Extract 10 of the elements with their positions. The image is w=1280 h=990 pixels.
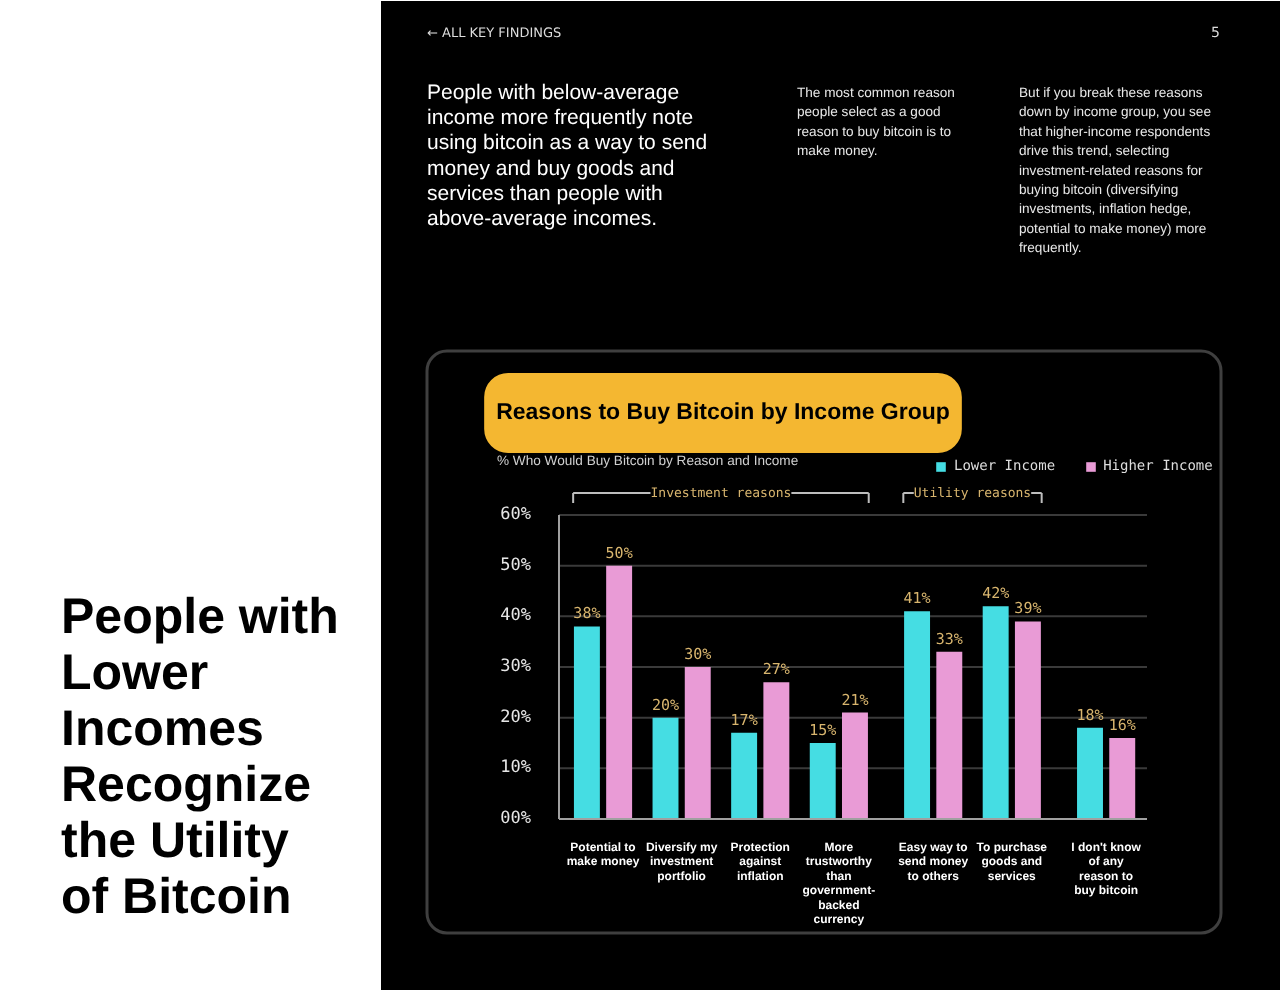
chart-title: Reasons to Buy Bitcoin by Income Group (496, 401, 950, 425)
y-tick-label: 50% (500, 555, 532, 576)
y-tick-label: 30% (500, 657, 532, 677)
y-tick-label: 20% (500, 707, 532, 728)
y-tick-label: 40% (500, 606, 532, 627)
text: People with Lower Incomes Recognize the Utility of Bitcoin (61, 589, 339, 925)
text: People with below-average income more frequently note using bitcoin as a way to send money and buy goods and services than people with above-average incomes. (427, 81, 708, 231)
y-tick-label: 10% (500, 758, 532, 779)
y-tick-label: 00% (500, 809, 532, 829)
y-tick-label: 60% (500, 505, 532, 525)
